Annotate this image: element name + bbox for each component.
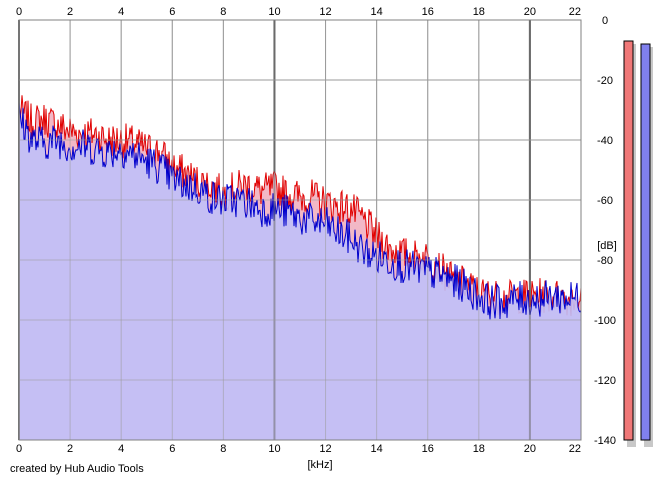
x-tick-label-bottom: 14 — [371, 443, 383, 455]
credit-text: created by Hub Audio Tools — [10, 463, 144, 475]
x-tick-label-top: 16 — [422, 6, 434, 18]
plot-border — [18, 19, 582, 441]
axes: 00224466881010121214141616181820202222[k… — [16, 6, 617, 471]
y-tick-label: -140 — [594, 435, 616, 447]
x-tick-label-bottom: 22 — [569, 443, 581, 455]
y-tick-label: -100 — [594, 315, 616, 327]
y-tick-label: -80 — [597, 255, 613, 267]
x-tick-label-top: 12 — [319, 6, 331, 18]
level-meters — [623, 40, 653, 447]
x-tick-label-top: 22 — [569, 6, 581, 18]
series-area — [19, 102, 581, 441]
x-tick-label-top: 6 — [169, 6, 175, 18]
x-tick-label-top: 10 — [268, 6, 280, 18]
x-tick-label-top: 18 — [473, 6, 485, 18]
y-tick-label: -20 — [597, 75, 613, 87]
x-tick-label-top: 20 — [524, 6, 536, 18]
plot-area — [18, 19, 582, 441]
x-tick-label-top: 8 — [220, 6, 226, 18]
y-tick-label: -120 — [594, 375, 616, 387]
x-tick-label-top: 4 — [118, 6, 124, 18]
x-axis-label: [kHz] — [307, 459, 332, 471]
x-tick-label-bottom: 0 — [16, 443, 22, 455]
x-tick-label-bottom: 4 — [118, 443, 124, 455]
x-tick-label-bottom: 16 — [422, 443, 434, 455]
x-tick-label-bottom: 20 — [524, 443, 536, 455]
x-tick-label-bottom: 8 — [220, 443, 226, 455]
meter-bar-right — [640, 43, 651, 441]
meter-bar-left — [623, 40, 634, 441]
x-tick-label-bottom: 18 — [473, 443, 485, 455]
x-tick-label-bottom: 6 — [169, 443, 175, 455]
x-tick-label-bottom: 12 — [319, 443, 331, 455]
x-tick-label-top: 14 — [371, 6, 383, 18]
x-tick-label-bottom: 10 — [268, 443, 280, 455]
y-tick-label: -60 — [597, 195, 613, 207]
x-tick-label-bottom: 2 — [67, 443, 73, 455]
x-tick-label-top: 0 — [16, 6, 22, 18]
x-tick-label-top: 2 — [67, 6, 73, 18]
series-line — [18, 102, 582, 320]
y-tick-label: -40 — [597, 135, 613, 147]
y-axis-label: [dB] — [597, 240, 617, 252]
y-tick-label: 0 — [602, 15, 608, 27]
